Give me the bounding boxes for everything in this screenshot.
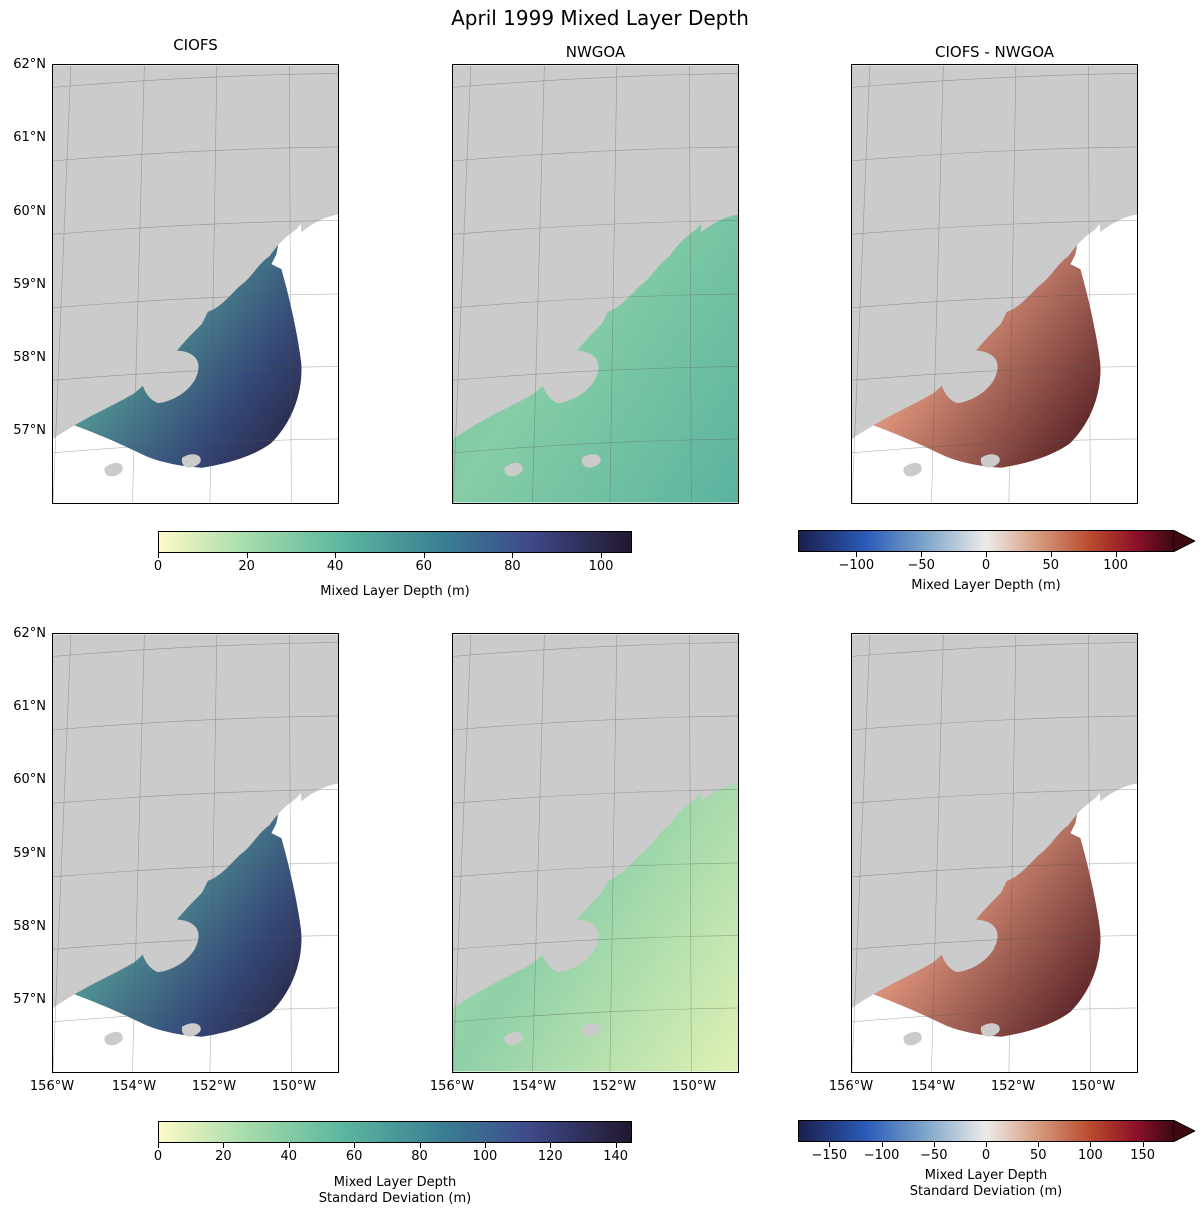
colorbar-tick-mark — [921, 552, 923, 557]
lat-label-60n: 60°N — [13, 772, 46, 787]
lon-label-156w: 156°W — [429, 1079, 475, 1094]
colorbar-tick-label: 20 — [238, 559, 255, 574]
lat-label-62n: 62°N — [13, 57, 46, 72]
colorbar-tick-label: 80 — [411, 1149, 428, 1164]
lat-label-62n: 62°N — [13, 626, 46, 641]
colorbar-tick-label: −100 — [863, 1148, 900, 1163]
lat-label-59n: 59°N — [13, 846, 46, 861]
colorbar-label-line1: Mixed Layer Depth — [924, 1168, 1048, 1183]
colorbar-tick-label: 40 — [280, 1149, 298, 1164]
colorbar-tick-mark — [484, 1143, 486, 1148]
colorbar-tick-label: 0 — [153, 1149, 163, 1164]
colorbar-tick-mark — [1115, 552, 1117, 557]
colorbar-tick-label: −150 — [811, 1148, 848, 1163]
colorbar-tick-mark — [512, 553, 514, 558]
colorbar-tick-mark — [1142, 1142, 1144, 1147]
colorbar-tick-label: 100 — [1078, 1148, 1103, 1163]
colorbar-tick-mark — [223, 1143, 225, 1148]
colorbar-tick-label: 0 — [981, 558, 991, 573]
colorbar-tick-mark — [158, 553, 159, 558]
colorbar-tick-label: 50 — [1042, 558, 1060, 573]
colorbar-gradient — [158, 1121, 632, 1143]
colorbar-label: Mixed Layer Depth (m) — [320, 584, 470, 599]
panel-title-difference: CIOFS - NWGOA — [934, 43, 1055, 61]
colorbar-gradient — [158, 531, 632, 553]
colorbar-extend-arrow — [1173, 1120, 1195, 1142]
colorbar-label-line1: Mixed Layer Depth — [333, 1175, 457, 1190]
colorbar-tick-mark — [158, 1143, 159, 1148]
colorbar-tick-mark — [856, 552, 858, 557]
colorbar-tick-mark — [986, 552, 987, 557]
colorbar-tick-label: 20 — [215, 1149, 232, 1164]
lat-label-57n: 57°N — [13, 992, 46, 1007]
colorbar-tick-label: 0 — [153, 559, 163, 574]
colorbar-tick-mark — [933, 1142, 935, 1147]
panel-title-nwgoa: NWGOA — [565, 43, 626, 61]
colorbar-tick-label: 120 — [537, 1149, 563, 1164]
lat-label-57n: 57°N — [13, 423, 46, 438]
colorbar-tick-label: 0 — [981, 1148, 991, 1163]
colorbar-extend-arrow — [1173, 530, 1195, 552]
colorbar-tick-label: 100 — [1103, 558, 1129, 573]
colorbar-tick-mark — [615, 1143, 617, 1148]
colorbar-tick-mark — [288, 1143, 290, 1148]
colorbar-tick-mark — [1090, 1142, 1092, 1147]
colorbar-gradient — [798, 530, 1174, 552]
colorbar-tick-label: 60 — [415, 559, 433, 574]
colorbar-label-line2: Standard Deviation (m) — [318, 1191, 472, 1206]
lat-label-60n: 60°N — [13, 204, 46, 219]
lon-label-150w: 150°W — [671, 1079, 717, 1094]
map-difference-std — [851, 633, 1138, 1073]
colorbar-tick-mark — [986, 1142, 987, 1147]
map-nwgoa-std — [452, 633, 739, 1073]
lon-label-154w: 154°W — [111, 1079, 157, 1094]
lon-label-156w: 156°W — [828, 1079, 874, 1094]
colorbar-tick-mark — [550, 1143, 552, 1148]
map-ciofs-mean — [52, 64, 339, 504]
lon-label-156w: 156°W — [29, 1079, 75, 1094]
lon-label-154w: 154°W — [910, 1079, 956, 1094]
colorbar-tick-mark — [419, 1143, 421, 1148]
colorbar-tick-mark — [1050, 552, 1052, 557]
colorbar-tick-mark — [246, 553, 248, 558]
colorbar-tick-mark — [423, 553, 425, 558]
lon-label-154w: 154°W — [511, 1079, 557, 1094]
colorbar-tick-label: 40 — [326, 559, 344, 574]
colorbar-tick-mark — [354, 1143, 356, 1148]
lon-label-150w: 150°W — [1070, 1079, 1116, 1094]
colorbar-tick-mark — [600, 553, 602, 558]
colorbar-gradient — [798, 1120, 1174, 1142]
lon-label-152w: 152°W — [990, 1079, 1036, 1094]
map-ciofs-std — [52, 633, 339, 1073]
colorbar-tick-mark — [829, 1142, 831, 1147]
colorbar-tick-label: 100 — [472, 1149, 498, 1164]
colorbar-label-line2: Standard Deviation (m) — [909, 1184, 1063, 1199]
colorbar-tick-mark — [335, 553, 337, 558]
colorbar-tick-label: 60 — [345, 1149, 363, 1164]
colorbar-tick-label: 140 — [603, 1149, 629, 1164]
lat-label-59n: 59°N — [13, 277, 46, 292]
colorbar-tick-label: −50 — [920, 1148, 948, 1163]
figure-title: April 1999 Mixed Layer Depth — [451, 6, 749, 30]
lon-label-150w: 150°W — [271, 1079, 317, 1094]
lon-label-152w: 152°W — [591, 1079, 637, 1094]
lat-label-61n: 61°N — [13, 699, 46, 714]
colorbar-tick-label: 80 — [504, 559, 521, 574]
colorbar-tick-label: −100 — [838, 558, 875, 573]
lat-label-58n: 58°N — [13, 350, 46, 365]
colorbar-tick-label: 150 — [1130, 1148, 1156, 1163]
lat-label-61n: 61°N — [13, 130, 46, 145]
map-nwgoa-mean — [452, 64, 739, 504]
colorbar-tick-label: −50 — [907, 558, 935, 573]
map-difference-mean — [851, 64, 1138, 504]
lon-label-152w: 152°W — [191, 1079, 237, 1094]
colorbar-tick-mark — [881, 1142, 883, 1147]
colorbar-tick-mark — [1038, 1142, 1040, 1147]
colorbar-label: Mixed Layer Depth (m) — [911, 578, 1061, 593]
colorbar-tick-label: 50 — [1029, 1148, 1047, 1163]
colorbar-tick-label: 100 — [588, 559, 614, 574]
lat-label-58n: 58°N — [13, 919, 46, 934]
panel-title-ciofs: CIOFS — [173, 36, 218, 54]
